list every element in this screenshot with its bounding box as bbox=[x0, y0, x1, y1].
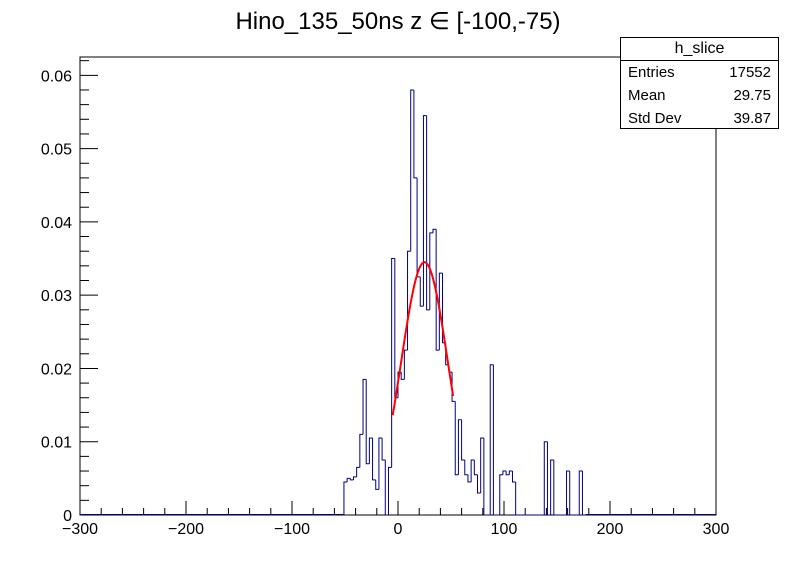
histogram-bin bbox=[553, 460, 557, 516]
histogram-bin bbox=[403, 349, 408, 380]
histogram-bin bbox=[457, 419, 462, 475]
histogram-bin bbox=[511, 471, 516, 483]
histogram-bin bbox=[499, 474, 503, 515]
histogram-bin bbox=[368, 437, 373, 464]
histogram-bin bbox=[362, 378, 367, 435]
stats-box: h_slice Entries 17552 Mean 29.75 Std Dev… bbox=[620, 37, 779, 129]
histogram-bin bbox=[546, 441, 551, 516]
gaussian-fit-curve bbox=[391, 261, 455, 416]
y-tick-label: 0.01 bbox=[41, 435, 72, 452]
histogram-bin bbox=[426, 115, 430, 311]
histogram-bin bbox=[464, 460, 468, 476]
histogram-bin bbox=[378, 437, 383, 490]
y-tick-label: 0.04 bbox=[41, 215, 72, 232]
histogram-bin bbox=[387, 466, 392, 515]
histogram-bin bbox=[480, 437, 484, 494]
stats-row-mean: Mean 29.75 bbox=[621, 84, 778, 107]
histogram-bin bbox=[451, 372, 456, 402]
histogram-bin bbox=[578, 470, 583, 515]
histogram-bin bbox=[489, 364, 494, 515]
x-tick-label: 300 bbox=[703, 521, 730, 538]
y-tick-label: 0.02 bbox=[41, 361, 72, 378]
histogram-bin bbox=[581, 471, 586, 516]
x-tick-label: 200 bbox=[597, 521, 624, 538]
histogram-bin bbox=[477, 474, 481, 494]
stats-label-entries: Entries bbox=[628, 64, 675, 81]
histogram-bin bbox=[502, 470, 507, 475]
stats-row-entries: Entries 17552 bbox=[621, 61, 778, 84]
histogram-bin bbox=[349, 478, 354, 481]
histogram-bin bbox=[381, 438, 386, 461]
stats-value-stddev: 39.87 bbox=[733, 110, 771, 127]
y-tick-label: 0 bbox=[63, 508, 72, 525]
histogram-bin bbox=[400, 372, 405, 380]
x-tick-label: −100 bbox=[274, 521, 310, 538]
histogram-bin bbox=[508, 470, 513, 475]
x-tick-label: −300 bbox=[62, 521, 98, 538]
stats-value-mean: 29.75 bbox=[733, 87, 771, 104]
histogram-bin bbox=[416, 177, 421, 278]
x-tick-label: −200 bbox=[168, 521, 204, 538]
stats-row-stddev: Std Dev 39.87 bbox=[621, 107, 778, 130]
histogram-bin bbox=[413, 89, 418, 179]
histogram-bin bbox=[432, 228, 437, 233]
histogram-bin bbox=[391, 258, 395, 468]
histogram-bin bbox=[483, 438, 488, 516]
histogram-bin bbox=[346, 477, 351, 483]
histogram-bin bbox=[359, 433, 364, 468]
stats-label-mean: Mean bbox=[628, 87, 666, 104]
histogram-bin bbox=[372, 438, 376, 481]
histogram-bin bbox=[566, 470, 570, 515]
histogram-bin bbox=[410, 89, 414, 252]
y-tick-label: 0.03 bbox=[41, 288, 72, 305]
histogram-bin bbox=[422, 115, 427, 307]
histogram-bin bbox=[473, 460, 478, 476]
histogram-bin bbox=[569, 471, 573, 516]
histogram-bin bbox=[352, 476, 357, 480]
histogram-bin bbox=[365, 379, 370, 465]
histogram-bin bbox=[375, 479, 379, 490]
histogram-bin bbox=[543, 441, 548, 515]
histogram-bin bbox=[515, 482, 519, 516]
histogram-bin bbox=[343, 481, 348, 515]
histogram-bin bbox=[435, 229, 440, 351]
histogram-bin bbox=[492, 364, 497, 516]
histogram-bin bbox=[550, 459, 554, 515]
x-tick-label: 100 bbox=[491, 521, 518, 538]
histogram-bin bbox=[356, 466, 360, 477]
histogram-bin bbox=[461, 419, 465, 461]
stats-value-entries: 17552 bbox=[729, 64, 771, 81]
chart-title: Hino_135_50ns z ∈ [-100,-75) bbox=[235, 8, 560, 35]
y-tick-label: 0.06 bbox=[41, 68, 72, 85]
histogram-bin bbox=[384, 460, 389, 516]
stats-label-stddev: Std Dev bbox=[628, 110, 682, 127]
histogram-bin bbox=[438, 272, 443, 351]
histogram-bin bbox=[419, 276, 424, 307]
histogram-bin bbox=[470, 459, 475, 483]
histogram-bin bbox=[505, 471, 510, 476]
histogram-bin bbox=[429, 232, 433, 310]
x-tick-label: 0 bbox=[394, 521, 403, 538]
stats-title: h_slice bbox=[621, 38, 778, 61]
histogram-bin bbox=[467, 474, 472, 483]
y-tick-label: 0.05 bbox=[41, 142, 72, 159]
histogram-bin bbox=[454, 401, 459, 476]
